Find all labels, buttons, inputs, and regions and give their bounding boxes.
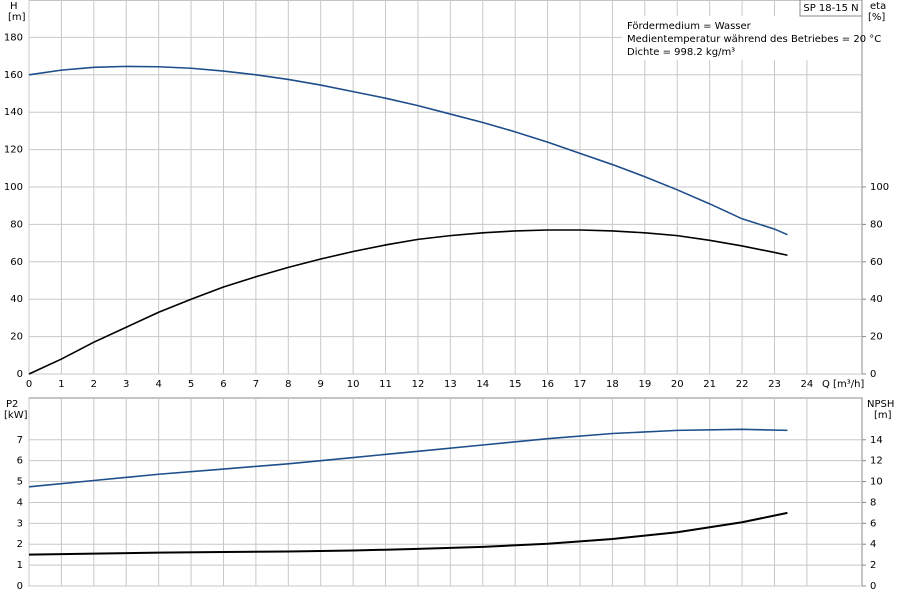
y2-tick-label: 12 [870,456,883,467]
y2-axis-label: NPSH [867,399,894,410]
annotation: Medientemperatur während des Betriebes =… [627,34,881,45]
x-tick-label: 16 [541,379,554,390]
x-tick-label: 0 [26,379,32,390]
y-tick-label: 40 [10,294,23,305]
x-tick-label: 14 [476,379,489,390]
x-tick-label: 12 [412,379,425,390]
y-tick-label: 6 [17,456,23,467]
y-tick-label: 120 [4,145,23,156]
x-tick-label: 22 [736,379,749,390]
y-tick-label: 100 [4,182,23,193]
plot-area [28,397,863,587]
y-axis-label: H [10,1,18,12]
annotation: Fördermedium = Wasser [627,21,752,32]
data-line [28,229,788,375]
y-tick-label: 140 [4,107,23,118]
y-tick-label: 80 [10,219,23,230]
x-tick-label: 17 [574,379,587,390]
x-tick-label: 4 [155,379,161,390]
x-tick-label: 18 [606,379,619,390]
y-tick-label: 5 [17,477,23,488]
data-line [28,428,788,488]
y2-axis-unit: [%] [868,12,885,23]
annotation-bg [622,16,860,60]
x-tick-label: 3 [123,379,129,390]
x-tick-label: 1 [58,379,64,390]
x-tick-label: 7 [253,379,259,390]
y2-tick-label: 40 [870,294,883,305]
y-tick-label: 180 [4,32,23,43]
y2-tick-label: 10 [870,477,883,488]
y2-tick-label: 0 [870,369,876,380]
y-tick-label: 7 [17,435,23,446]
x-tick-label: 20 [671,379,684,390]
y2-tick-label: 20 [870,332,883,343]
x-tick-label: 8 [285,379,291,390]
y-axis-label: P2 [6,399,18,410]
y2-axis-unit: [m] [874,410,892,421]
y2-axis-label: eta [870,1,886,12]
y-tick-label: 0 [17,369,23,380]
y2-tick-label: 4 [870,539,876,550]
x-tick-label: 9 [318,379,324,390]
data-line [28,65,788,236]
x-label-bg [818,377,860,391]
y2-tick-label: 14 [870,435,883,446]
y2-tick-label: 100 [870,182,889,193]
x-tick-label: 24 [801,379,814,390]
y-axis-unit: [m] [8,12,26,23]
y-tick-label: 60 [10,257,23,268]
y2-tick-label: 60 [870,257,883,268]
x-tick-label: 10 [347,379,360,390]
y2-tick-label: 2 [870,560,876,571]
y-tick-label: 3 [17,518,23,529]
y-tick-label: 160 [4,70,23,81]
y-tick-label: 4 [17,497,23,508]
data-line [28,511,788,556]
x-tick-label: 5 [188,379,194,390]
y2-tick-label: 6 [870,518,876,529]
y-tick-label: 2 [17,539,23,550]
y-tick-label: 0 [17,581,23,592]
x-axis-label: Q [m³/h] [822,379,864,390]
x-tick-label: 21 [703,379,716,390]
y-axis-unit: [kW] [4,410,28,421]
y-tick-label: 1 [17,560,23,571]
y2-tick-label: 0 [870,581,876,592]
x-tick-label: 6 [220,379,226,390]
x-tick-label: 11 [379,379,392,390]
chart-title: SP 18-15 N [803,3,858,14]
title-box [799,0,863,17]
y2-tick-label: 80 [870,219,883,230]
y-tick-label: 20 [10,332,23,343]
x-tick-label: 19 [638,379,651,390]
x-tick-label: 13 [444,379,457,390]
annotation: Dichte = 998.2 kg/m³ [627,47,735,58]
x-tick-label: 15 [509,379,522,390]
x-tick-label: 23 [768,379,781,390]
x-tick-label: 2 [91,379,97,390]
y2-tick-label: 8 [870,497,876,508]
